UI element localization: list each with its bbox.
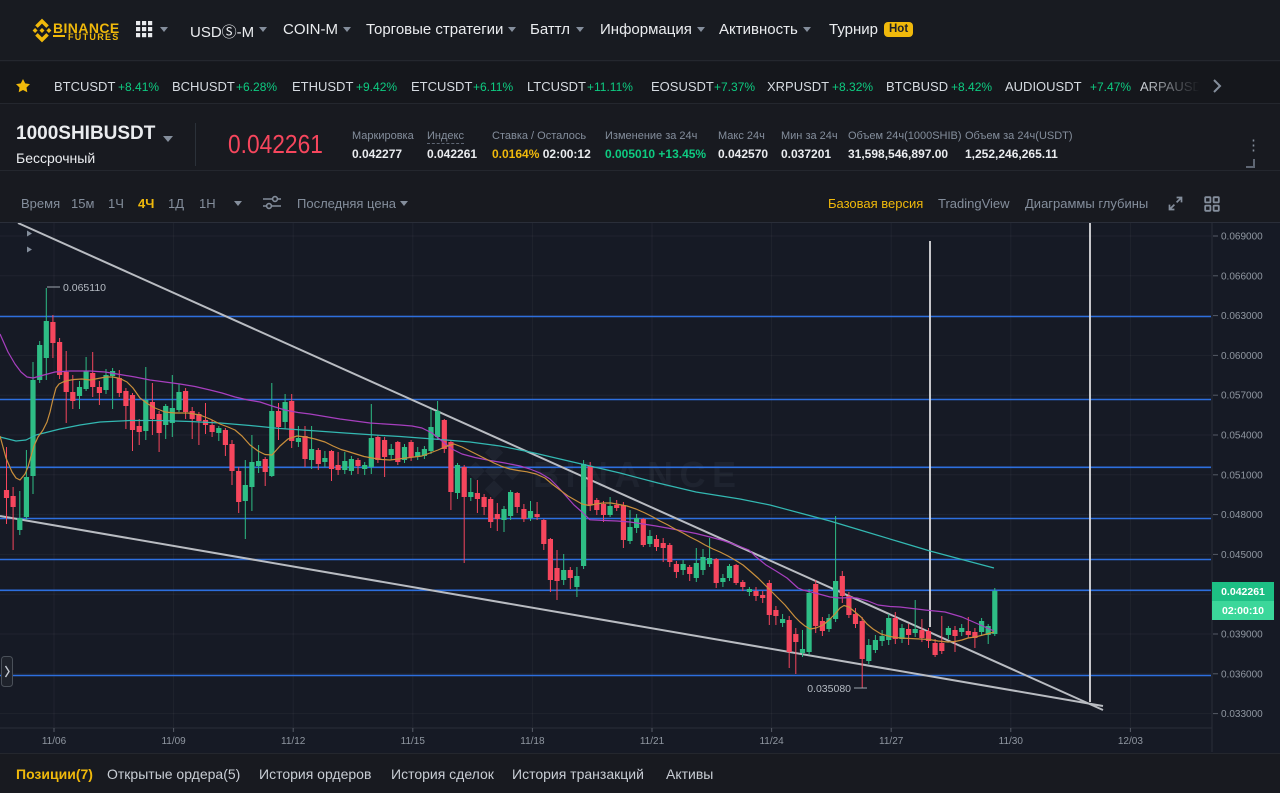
svg-text:0.039000: 0.039000 xyxy=(1221,630,1263,641)
svg-text:11/21: 11/21 xyxy=(640,736,665,747)
svg-text:11/12: 11/12 xyxy=(281,736,306,747)
svg-text:0.042261: 0.042261 xyxy=(1221,586,1265,598)
svg-text:0.045000: 0.045000 xyxy=(1221,550,1263,561)
svg-text:11/06: 11/06 xyxy=(42,736,67,747)
svg-text:0.054000: 0.054000 xyxy=(1221,431,1263,442)
svg-text:02:00:10: 02:00:10 xyxy=(1222,605,1264,617)
svg-text:0.057000: 0.057000 xyxy=(1221,391,1263,402)
svg-text:0.060000: 0.060000 xyxy=(1221,351,1263,362)
svg-text:0.066000: 0.066000 xyxy=(1221,271,1263,282)
svg-text:0.065110: 0.065110 xyxy=(63,282,106,294)
svg-text:11/24: 11/24 xyxy=(759,736,784,747)
svg-text:0.063000: 0.063000 xyxy=(1221,311,1263,322)
svg-text:11/09: 11/09 xyxy=(161,736,186,747)
svg-text:0.051000: 0.051000 xyxy=(1221,470,1263,481)
svg-text:11/18: 11/18 xyxy=(520,736,545,747)
svg-text:11/15: 11/15 xyxy=(401,736,426,747)
svg-text:12/03: 12/03 xyxy=(1118,736,1143,747)
svg-text:0.033000: 0.033000 xyxy=(1221,709,1263,720)
svg-text:11/27: 11/27 xyxy=(879,736,904,747)
svg-text:0.036000: 0.036000 xyxy=(1221,669,1263,680)
svg-text:0.069000: 0.069000 xyxy=(1221,232,1263,243)
svg-text:0.035080: 0.035080 xyxy=(807,683,851,695)
svg-text:0.048000: 0.048000 xyxy=(1221,510,1263,521)
svg-text:11/30: 11/30 xyxy=(999,736,1024,747)
